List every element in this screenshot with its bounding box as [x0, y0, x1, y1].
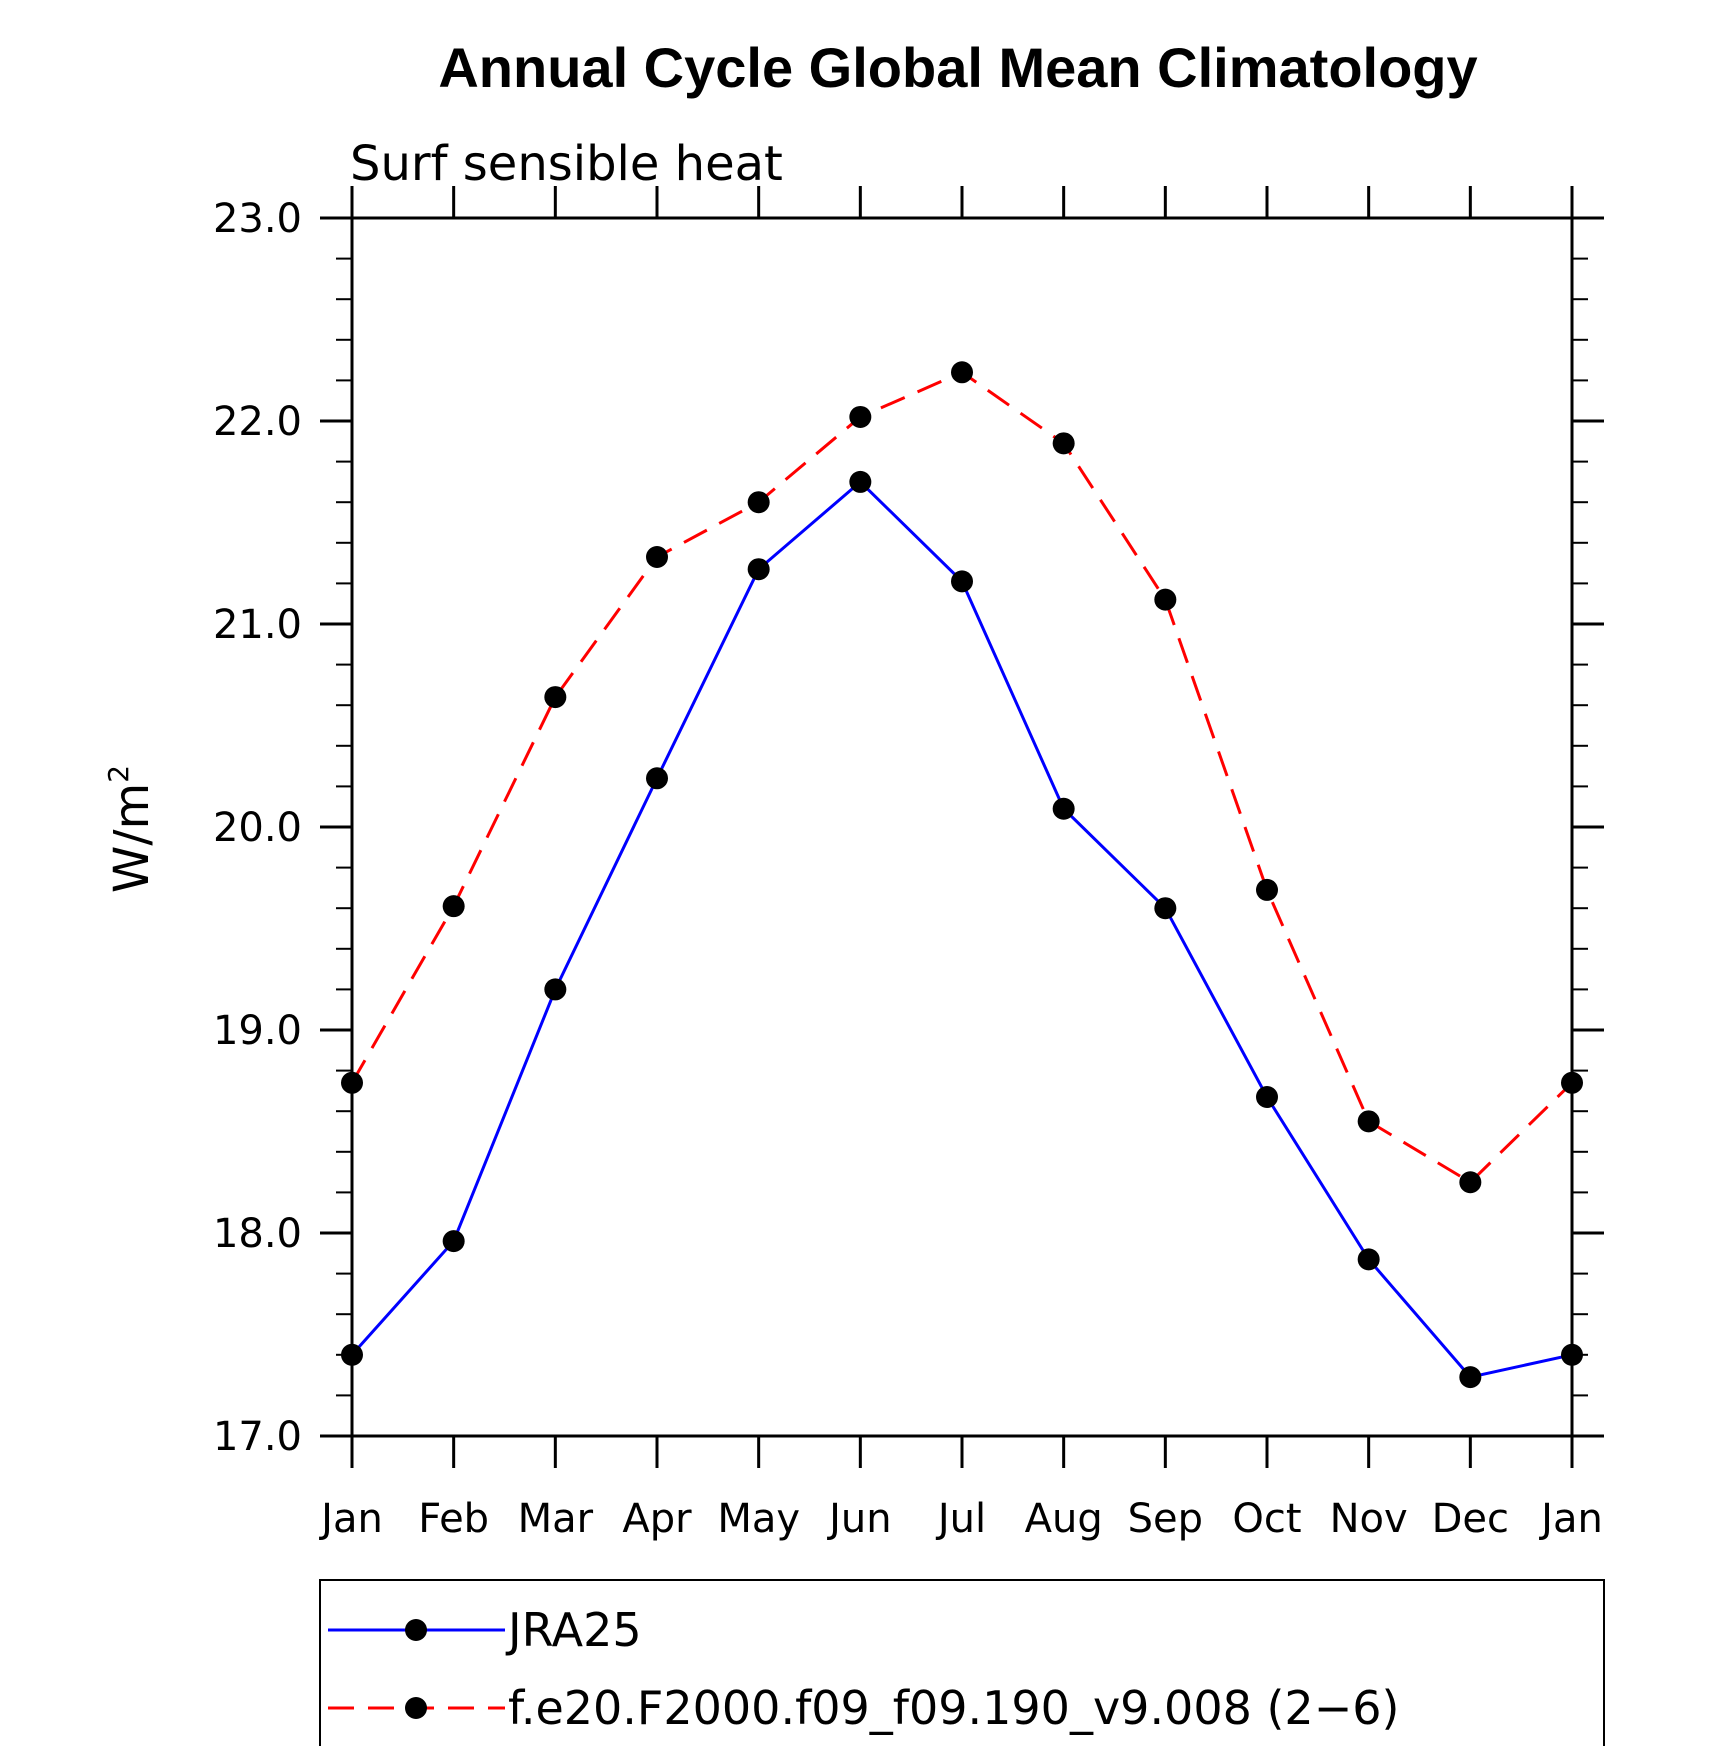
y-tick-label: 20.0	[213, 805, 302, 851]
x-tick-label: May	[717, 1496, 800, 1542]
data-point-series-2	[1357, 1110, 1380, 1133]
chart-subtitle: Surf sensible heat	[350, 136, 783, 192]
legend-label: f.e20.F2000.f09_f09.190_v9.008 (2−6)	[508, 1681, 1399, 1735]
data-point-series-2	[442, 895, 465, 918]
data-point-series-1	[1052, 797, 1075, 820]
data-point-series-2	[849, 405, 872, 428]
series-points	[341, 361, 1583, 1389]
y-axis-label-text: W/m	[104, 783, 160, 893]
x-tick-label: Sep	[1128, 1496, 1203, 1542]
x-tick-label: Jul	[935, 1496, 986, 1542]
series-line-2	[350, 370, 1574, 1185]
data-point-series-1	[951, 570, 973, 593]
x-tick-label: Jan	[1538, 1496, 1603, 1542]
data-point-series-2	[1052, 432, 1075, 455]
x-tick-label: Aug	[1025, 1496, 1103, 1542]
data-point-series-1	[646, 767, 668, 790]
y-tick-label: 22.0	[213, 399, 302, 445]
data-point-series-2	[1256, 878, 1278, 901]
data-point-series-2	[951, 361, 973, 384]
x-tick-label: Nov	[1330, 1496, 1408, 1542]
series-lines	[350, 370, 1574, 1379]
x-tick-label: Dec	[1432, 1496, 1509, 1542]
chart-title: Annual Cycle Global Mean Climatology	[438, 36, 1477, 99]
data-point-series-2	[1561, 1071, 1583, 1094]
x-tick-labels: Jan Feb Mar Apr May Jun Jul Aug Sep Oct Nov Dec Jan	[318, 1496, 1603, 1542]
data-point-series-1	[341, 1343, 363, 1366]
data-point-series-2	[1459, 1171, 1482, 1194]
plot-frame	[350, 216, 1574, 1438]
data-point-series-2	[1154, 588, 1177, 611]
legend-marker	[405, 1697, 427, 1719]
data-point-series-1	[1459, 1366, 1482, 1389]
data-point-series-1	[747, 558, 770, 581]
x-tick-label: Mar	[518, 1496, 594, 1542]
data-point-series-1	[1256, 1085, 1278, 1108]
data-point-series-2	[341, 1071, 363, 1094]
legend-label: JRA25	[505, 1603, 642, 1657]
data-point-series-2	[544, 686, 567, 709]
y-axis-label-superscript: 2	[102, 765, 135, 783]
data-point-series-1	[1357, 1248, 1380, 1271]
data-point-series-1	[544, 978, 567, 1001]
legend: JRA25 f.e20.F2000.f09_f09.190_v9.008 (2−6…	[328, 1603, 1399, 1735]
data-point-series-2	[747, 491, 770, 514]
axis-ticks	[320, 186, 1604, 1468]
legend-marker	[405, 1619, 427, 1641]
y-tick-label: 23.0	[213, 196, 302, 242]
y-tick-label: 19.0	[213, 1008, 302, 1054]
legend-box	[319, 1579, 1605, 1746]
y-tick-label: 18.0	[213, 1211, 302, 1257]
x-tick-label: Jun	[826, 1496, 892, 1542]
x-tick-label: Apr	[622, 1496, 692, 1542]
y-axis-label: W/m2	[102, 765, 160, 893]
y-tick-labels: 17.0 18.0 19.0 20.0 21.0 22.0 23.0	[213, 196, 302, 1460]
data-point-series-2	[646, 546, 668, 569]
data-point-series-1	[442, 1230, 465, 1253]
y-tick-label: 17.0	[213, 1414, 302, 1460]
series-line-1	[350, 479, 1573, 1379]
x-tick-label: Feb	[418, 1496, 489, 1542]
x-tick-label: Oct	[1232, 1496, 1301, 1542]
x-tick-label: Jan	[318, 1496, 383, 1542]
data-point-series-1	[1561, 1343, 1583, 1366]
data-point-series-1	[849, 470, 872, 493]
data-point-series-1	[1154, 897, 1177, 920]
svg-text:W/m2: W/m2	[102, 765, 160, 893]
y-tick-label: 21.0	[213, 602, 302, 648]
